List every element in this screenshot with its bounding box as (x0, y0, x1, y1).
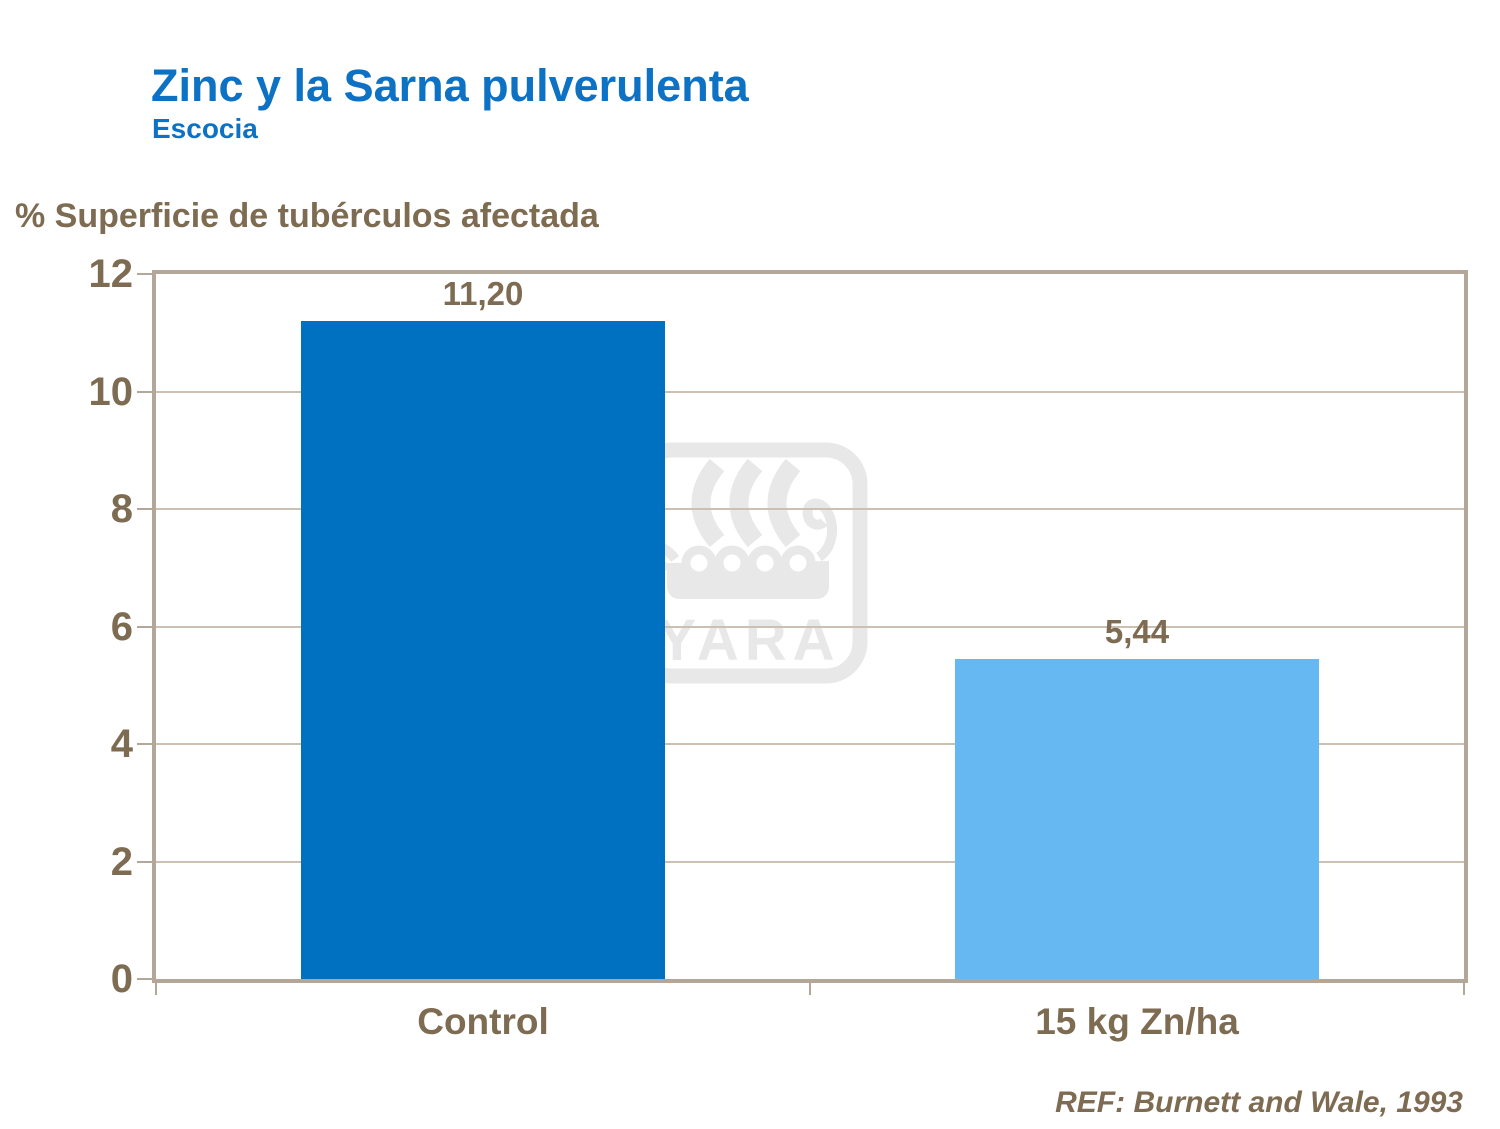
bar-value-label: 11,20 (442, 275, 524, 312)
y-axis-tick-mark (137, 860, 152, 863)
y-axis-tick-label: 0 (110, 957, 133, 1001)
chart-title: Zinc y la Sarna pulverulenta (151, 60, 749, 111)
y-axis-tick-label: 2 (110, 839, 133, 884)
y-axis-tick-mark (137, 390, 152, 393)
y-axis-tick-mark (137, 743, 152, 745)
chart-subtitle: Escocia (152, 113, 258, 144)
x-axis-category-label: 15 kg Zn/ha (1035, 1001, 1239, 1042)
yara-wordmark: YARA (657, 608, 840, 673)
reference-citation: REF: Burnett and Wale, 1993 (1055, 1086, 1463, 1119)
bar-15-kg-zn-ha (955, 659, 1319, 979)
gridline-4 (156, 743, 1464, 745)
x-axis-category-label: Control (417, 1001, 549, 1042)
y-axis-tick-label: 6 (110, 604, 133, 649)
y-axis-tick-label: 12 (88, 252, 134, 296)
y-axis-title: % Superficie de tubérculos afectada (15, 197, 599, 235)
y-axis-tick-mark (137, 508, 152, 510)
gridline-2 (156, 860, 1464, 863)
y-axis-tick-label: 10 (88, 369, 134, 414)
y-axis-tick-mark (137, 625, 152, 628)
gridline-10 (156, 390, 1464, 393)
bar-control (301, 321, 665, 979)
plot-area: 11,20 5,44 (152, 270, 1468, 983)
bar-value-label: 5,44 (1104, 613, 1170, 651)
y-axis-tick-mark (137, 978, 152, 980)
x-axis-tick-mark (155, 982, 157, 995)
y-axis-tick-label: 4 (110, 722, 133, 766)
x-axis-tick-mark (1463, 982, 1465, 995)
x-axis-tick-mark (809, 982, 811, 995)
gridline-6 (156, 625, 1464, 628)
y-axis-tick-mark (137, 273, 152, 275)
gridline-8 (156, 508, 1464, 510)
y-axis-tick-label: 8 (110, 487, 133, 531)
